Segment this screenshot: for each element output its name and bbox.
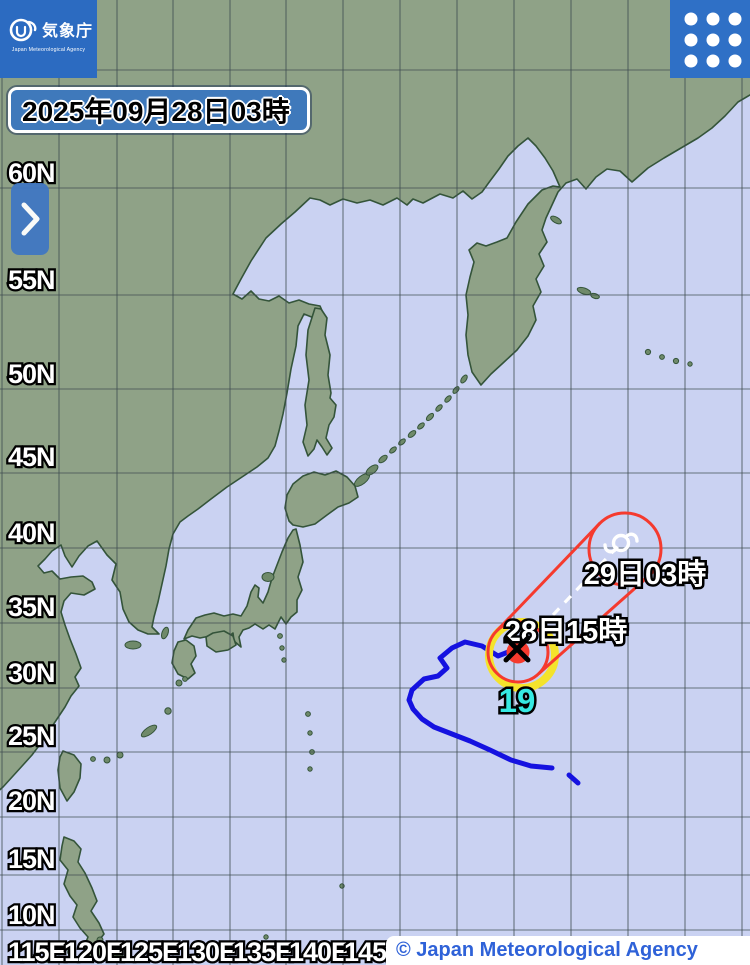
- land-hokkaido: [284, 470, 359, 528]
- land-shikoku: [205, 630, 237, 653]
- typhoon-track-group: 29日03時 28日15時 19: [406, 511, 709, 786]
- land-luzon: [59, 836, 105, 964]
- apps-grid-menu-button[interactable]: [670, 0, 750, 78]
- lat-label: 55N: [8, 265, 55, 295]
- lon-label: 140E: [289, 937, 348, 965]
- latitude-labels: 60N 55N 50N 45N 40N 35N 30N 25N 20N 15N …: [6, 156, 58, 933]
- analysis-datetime-text: 2025年09月28日03時: [22, 96, 290, 127]
- lat-label: 25N: [8, 721, 55, 751]
- lon-label: 125E: [120, 937, 179, 965]
- analysis-datetime-badge: 2025年09月28日03時: [8, 87, 310, 133]
- grid-dots-icon: [684, 12, 742, 68]
- lat-label: 40N: [8, 518, 55, 548]
- longitude-labels: 115E 120E 125E 130E 135E 140E 145E: [6, 935, 407, 965]
- jma-logo-home-button[interactable]: 気象庁 Japan Meteorological Agency: [0, 0, 97, 78]
- lat-label: 10N: [8, 900, 55, 930]
- lat-label: 45N: [8, 442, 55, 472]
- past-track-tail: [566, 772, 581, 786]
- copyright-text: © Japan Meteorological Agency: [396, 939, 698, 961]
- storm-number-label: 19: [499, 682, 536, 719]
- lon-label: 120E: [64, 937, 123, 965]
- lat-label: 50N: [8, 359, 55, 389]
- chevron-right-icon: [21, 202, 40, 236]
- land-kyushu: [171, 639, 197, 680]
- forecast-typhoon-symbol: [603, 532, 639, 554]
- lat-label: 35N: [8, 592, 55, 622]
- forecast-center-dashed-line: [516, 541, 623, 654]
- forecast-probability-circle: [587, 511, 663, 587]
- past-track-line: [406, 639, 555, 771]
- lon-label: 115E: [8, 937, 66, 965]
- land-honshu: [183, 528, 304, 648]
- lat-label: 30N: [8, 658, 55, 688]
- expand-panel-button[interactable]: [11, 183, 49, 255]
- forecast-time-label: 29日03時: [584, 558, 707, 591]
- current-forecast-base-circle: [486, 620, 550, 684]
- current-position-x-mark: [503, 635, 531, 663]
- forecast-cone-edge: [537, 573, 651, 675]
- copyright-bar: © Japan Meteorological Agency: [386, 936, 750, 965]
- land-asia-mainland: [0, 0, 750, 791]
- land-sakhalin: [302, 307, 337, 457]
- jma-title-english: Japan Meteorological Agency: [11, 47, 86, 53]
- jma-title-japanese: 気象庁: [42, 23, 94, 40]
- lat-label: 15N: [8, 844, 55, 874]
- lon-label: 130E: [177, 937, 236, 965]
- small-islands: [44, 215, 693, 964]
- lon-label: 135E: [233, 937, 292, 965]
- forecast-cone-edge: [496, 522, 602, 632]
- jma-swirl-icon: [9, 18, 37, 42]
- lat-label: 20N: [8, 786, 55, 816]
